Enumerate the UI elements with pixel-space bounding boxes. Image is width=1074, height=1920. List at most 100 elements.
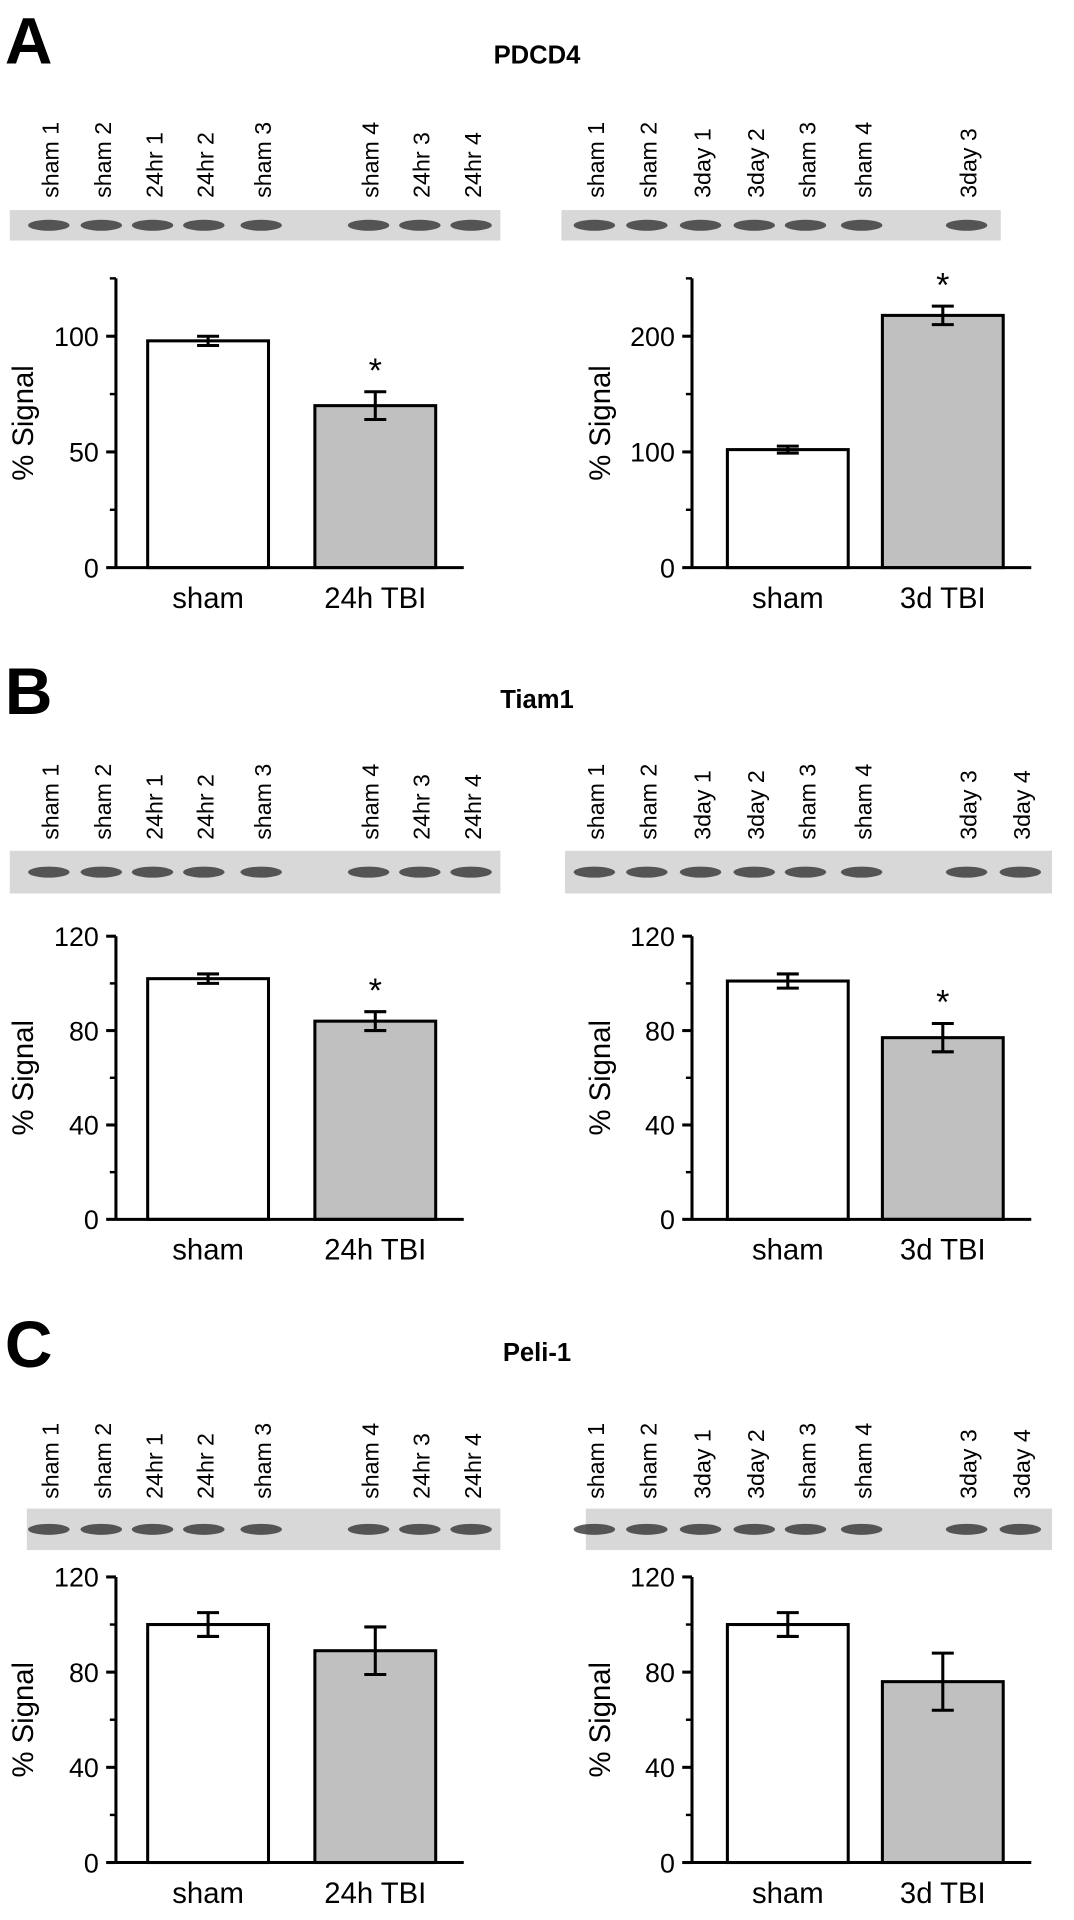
lane-label: 3day 2 bbox=[743, 1429, 769, 1499]
lane-label: 3day 4 bbox=[1009, 770, 1035, 840]
significance-marker: * bbox=[936, 984, 949, 1022]
blot-band bbox=[131, 1523, 174, 1535]
bar bbox=[313, 404, 438, 570]
y-tick-label: 80 bbox=[645, 1658, 675, 1688]
error-bar bbox=[776, 444, 799, 455]
bar bbox=[880, 313, 1005, 570]
error-bar bbox=[197, 334, 220, 348]
y-tick-label: 40 bbox=[69, 1753, 99, 1783]
lane-label: sham 1 bbox=[583, 1423, 609, 1499]
x-tick-label: 3d TBI bbox=[900, 1234, 986, 1267]
blot-band bbox=[626, 219, 668, 231]
lane-label: sham 2 bbox=[636, 1423, 662, 1499]
y-tick-label: 0 bbox=[660, 1848, 675, 1878]
blot-band bbox=[573, 866, 616, 878]
blot-band bbox=[679, 1523, 722, 1535]
bar bbox=[146, 1623, 271, 1865]
panel-letter: A bbox=[5, 4, 53, 78]
lane-label: sham 3 bbox=[794, 1423, 820, 1499]
error-bar bbox=[776, 1611, 799, 1638]
y-tick-label: 100 bbox=[630, 438, 675, 468]
blot-band bbox=[784, 219, 827, 231]
y-tick-label: 120 bbox=[630, 1563, 675, 1593]
panel-letter: B bbox=[5, 654, 53, 728]
x-tick-label: 24h TBI bbox=[324, 582, 426, 615]
y-tick-label: 40 bbox=[645, 1753, 675, 1783]
lane-label: 24hr 1 bbox=[141, 774, 167, 840]
blot-band bbox=[399, 866, 441, 878]
x-tick-label: sham bbox=[172, 582, 244, 615]
blot-band bbox=[131, 219, 174, 231]
error-bar bbox=[364, 390, 387, 422]
lane-label: 3day 3 bbox=[955, 1429, 981, 1499]
lane-label: 24hr 4 bbox=[460, 774, 486, 840]
lane-label: sham 4 bbox=[850, 1423, 876, 1499]
y-axis-label: % Signal bbox=[7, 1020, 40, 1136]
y-tick-label: 0 bbox=[84, 1205, 99, 1235]
x-tick-label: 3d TBI bbox=[900, 582, 986, 615]
y-axis-label: % Signal bbox=[7, 1662, 40, 1778]
blot-band bbox=[945, 219, 988, 231]
lane-label: sham 1 bbox=[38, 764, 64, 840]
lane-label: sham 3 bbox=[794, 764, 820, 840]
lane-label: sham 1 bbox=[583, 764, 609, 840]
blot-band bbox=[28, 219, 70, 231]
y-tick-label: 120 bbox=[630, 922, 675, 952]
y-axis-label: % Signal bbox=[7, 365, 40, 481]
blot-band bbox=[679, 219, 722, 231]
blot-band bbox=[399, 1523, 441, 1535]
error-bar bbox=[931, 304, 954, 327]
y-tick-label: 80 bbox=[645, 1016, 675, 1046]
blot-band bbox=[183, 219, 225, 231]
panel-title: Tiam1 bbox=[500, 686, 574, 714]
bar bbox=[880, 1680, 1005, 1865]
error-bar bbox=[776, 972, 799, 990]
panel-title: PDCD4 bbox=[494, 42, 582, 70]
lane-label: 3day 1 bbox=[689, 1429, 715, 1499]
panel-title: Peli-1 bbox=[503, 1339, 571, 1367]
blot-band bbox=[733, 1523, 775, 1535]
lane-label: sham 4 bbox=[850, 764, 876, 840]
blot-band bbox=[183, 866, 225, 878]
x-tick-label: sham bbox=[752, 1234, 824, 1267]
lane-label: sham 3 bbox=[250, 122, 276, 198]
blot-band bbox=[784, 1523, 827, 1535]
bar bbox=[725, 979, 850, 1221]
x-tick-label: 24h TBI bbox=[324, 1877, 426, 1910]
error-bar bbox=[931, 1021, 954, 1054]
y-axis-label: % Signal bbox=[584, 1020, 617, 1136]
error-bar bbox=[197, 972, 220, 985]
blot-band bbox=[80, 1523, 123, 1535]
blot-band bbox=[80, 219, 123, 231]
blot-band bbox=[840, 219, 883, 231]
blot-band bbox=[945, 866, 988, 878]
blot-band bbox=[840, 866, 883, 878]
lane-label: sham 1 bbox=[38, 122, 64, 198]
y-tick-label: 0 bbox=[84, 1848, 99, 1878]
blot-band bbox=[999, 1523, 1042, 1535]
y-tick-label: 0 bbox=[660, 553, 675, 583]
lane-label: 24hr 2 bbox=[193, 774, 219, 840]
lane-label: 3day 3 bbox=[955, 770, 981, 840]
y-tick-label: 80 bbox=[69, 1016, 99, 1046]
error-bar bbox=[364, 1625, 387, 1677]
blot-band bbox=[733, 219, 775, 231]
lane-label: sham 3 bbox=[250, 764, 276, 840]
blot-band bbox=[679, 866, 722, 878]
blot-band bbox=[399, 219, 441, 231]
x-tick-label: sham bbox=[752, 1877, 824, 1910]
lane-label: 3day 1 bbox=[689, 128, 715, 198]
lane-label: sham 2 bbox=[636, 122, 662, 198]
blot-band bbox=[945, 1523, 988, 1535]
bar bbox=[880, 1036, 1005, 1221]
y-axis-label: % Signal bbox=[584, 1662, 617, 1778]
lane-label: sham 4 bbox=[850, 122, 876, 198]
bar bbox=[725, 448, 850, 570]
error-bar bbox=[364, 1010, 387, 1033]
blot-band bbox=[131, 866, 174, 878]
lane-label: sham 4 bbox=[357, 1423, 383, 1499]
blot-band bbox=[80, 866, 123, 878]
lane-label: sham 4 bbox=[357, 764, 383, 840]
lane-label: sham 3 bbox=[250, 1423, 276, 1499]
y-tick-label: 200 bbox=[630, 322, 675, 352]
